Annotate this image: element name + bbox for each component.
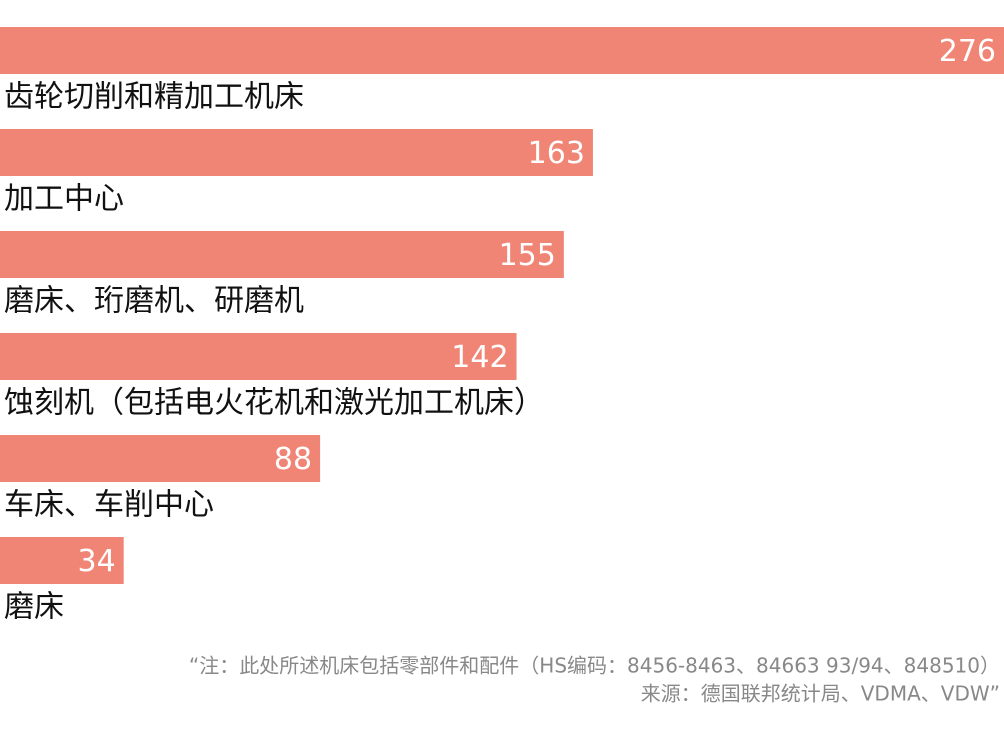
value-label: 163 [528, 136, 585, 171]
bar [0, 537, 124, 584]
category-label: 齿轮切削和精加工机床 [4, 80, 304, 115]
bar [0, 333, 517, 380]
value-label: 88 [274, 442, 312, 477]
bar [0, 435, 321, 482]
footnote: “注：此处所述机床包括零部件和配件（HS编码：8456-8463、84663 9… [189, 654, 1000, 678]
category-label: 蚀刻机（包括电火花机和激光加工机床） [4, 386, 544, 421]
bar [0, 27, 1004, 74]
value-label: 142 [451, 340, 508, 375]
category-label: 磨床 [4, 590, 64, 625]
bar [0, 231, 564, 278]
category-label: 车床、车削中心 [4, 488, 214, 523]
value-label: 34 [77, 544, 115, 579]
value-label: 276 [939, 34, 996, 69]
bar [0, 129, 593, 176]
category-label: 加工中心 [4, 182, 124, 217]
footnote: 来源：德国联邦统计局、VDMA、VDW” [641, 682, 1000, 706]
value-label: 155 [499, 238, 556, 273]
category-label: 磨床、珩磨机、研磨机 [4, 284, 304, 319]
